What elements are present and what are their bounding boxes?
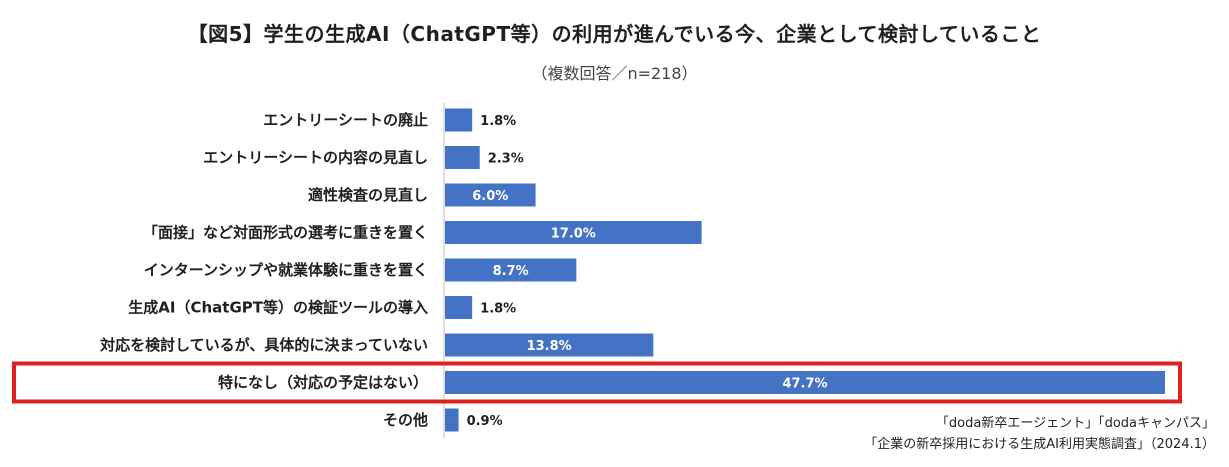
bar: [445, 333, 654, 357]
category-label: 特になし（対応の予定はない）: [218, 374, 428, 392]
data-label: 1.8%: [480, 114, 516, 129]
category-label: 生成AI（ChatGPT等）の検証ツールの導入: [128, 299, 428, 317]
chart-title: 【図5】学生の生成AI（ChatGPT等）の利用が進んでいる今、企業として検討し…: [187, 22, 1042, 46]
bars-layer: エントリーシートの廃止 1.8% エントリーシートの内容の見直し 2.3% 適性検査の見…: [12, 108, 1182, 432]
category-label: その他: [383, 411, 428, 429]
bar: [445, 408, 459, 432]
bar: [445, 296, 473, 319]
chart-subtitle: （複数回答／n=218）: [531, 64, 698, 83]
highlight-frame: [12, 361, 1182, 404]
category-label: 適性検査の見直し: [308, 186, 428, 204]
data-label: 13.8%: [527, 339, 572, 354]
data-label: 8.7%: [493, 264, 529, 279]
data-label: 47.7%: [782, 377, 827, 392]
bar: [445, 221, 702, 244]
data-label: 17.0%: [551, 227, 596, 242]
data-label: 2.3%: [488, 152, 524, 167]
bar: [445, 146, 480, 169]
data-label: 1.8%: [480, 302, 516, 317]
data-label: 6.0%: [472, 189, 508, 204]
source-line-2: 「企業の新卒採用における生成AI利用実態調査」（2024.1）: [864, 437, 1215, 452]
data-label: 0.9%: [467, 414, 503, 429]
bar: [445, 258, 577, 282]
category-label: エントリーシートの廃止: [263, 111, 428, 129]
bar: [445, 183, 536, 207]
source-line-1: 「doda新卒エージェント」「dodaキャンパス」: [935, 416, 1215, 431]
category-label: エントリーシートの内容の見直し: [203, 149, 428, 167]
bar: [445, 371, 1165, 394]
category-label: 対応を検討しているが、具体的に決まっていない: [99, 336, 428, 354]
bar: [445, 108, 473, 132]
category-label: 「面接」など対面形式の選考に重きを置く: [143, 224, 428, 242]
category-label: インターンシップや就業体験に重きを置く: [144, 261, 428, 279]
